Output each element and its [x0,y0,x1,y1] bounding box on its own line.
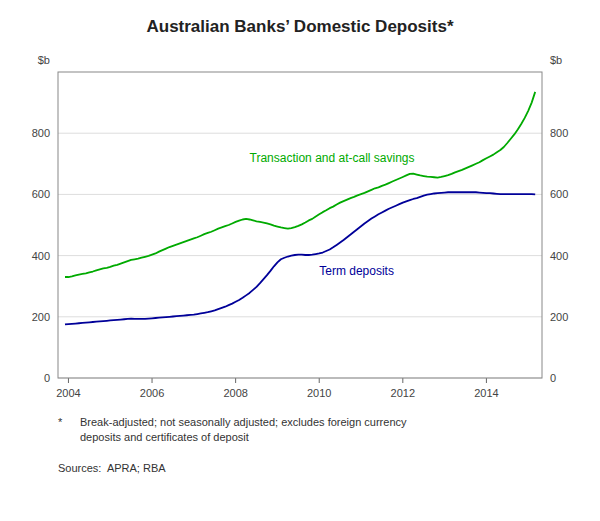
y2-tick-label: 400 [550,250,568,262]
series-label: Term deposits [319,264,394,278]
title: Australian Banks’ Domestic Deposits* [146,17,453,36]
y-tick-label: 600 [32,188,50,200]
x-tick-label: 2012 [391,387,415,399]
grid-line [58,133,542,134]
series-line [65,192,535,324]
footnote-line: Break-adjusted; not seasonally adjusted;… [80,416,407,428]
grid-line [58,316,542,317]
x-tick [319,378,320,383]
y-axis-label: $b [38,54,50,66]
y2-tick-label: 800 [550,127,568,139]
x-tick [486,378,487,383]
footnote-mark: * [58,416,63,428]
series-label: Transaction and at-call savings [250,151,415,165]
background [0,0,600,521]
y-tick-label: 800 [32,127,50,139]
x-tick [152,378,153,383]
y2-axis-label: $b [550,54,562,66]
x-tick [68,378,69,383]
source: Sources: APRA; RBA [58,462,166,474]
x-tick-label: 2006 [140,387,164,399]
x-tick-label: 2010 [307,387,331,399]
y2-tick-label: 200 [550,311,568,323]
footnote: Break-adjusted; not seasonally adjusted;… [80,416,407,443]
x-tick-label: 2004 [56,387,80,399]
grid [58,133,542,378]
grid-line [58,194,542,195]
plot-frame [58,72,542,378]
x-tick [235,378,236,383]
lines [65,92,535,325]
y-tick-label: 200 [32,311,50,323]
footnote-line: deposits and certificates of deposit [80,431,249,443]
chart: Australian Banks’ Domestic Deposits* 0 200… [0,0,600,521]
x-tick [402,378,403,383]
y2-tick-label: 0 [550,372,556,384]
series-labels: Transaction and at-call savings Term depo… [250,151,415,279]
y-tick-label: 0 [44,372,50,384]
x-tick-label: 2008 [223,387,247,399]
y2-tick-label: 600 [550,188,568,200]
series-line [65,92,535,277]
y-tick-label: 400 [32,250,50,262]
x-tick-label: 2014 [474,387,498,399]
